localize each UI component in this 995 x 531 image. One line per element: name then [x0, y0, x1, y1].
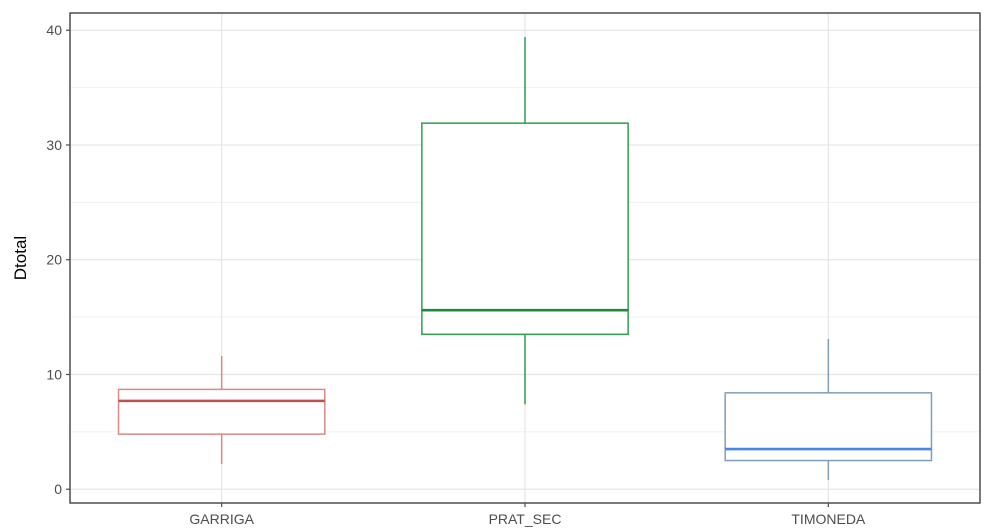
box-prat-sec: [421, 37, 629, 405]
box-garriga: [117, 356, 326, 464]
y-tick-label: 20: [46, 252, 62, 268]
y-tick-label: 40: [46, 22, 62, 38]
y-axis: 0 10 20 30 40: [46, 22, 70, 497]
y-axis-title: Dtotal: [11, 236, 30, 280]
y-tick-label: 30: [46, 137, 62, 153]
y-tick-label: 0: [54, 481, 62, 497]
iqr-box: [117, 388, 326, 435]
box-timoneda: [724, 338, 933, 481]
x-axis: GARRIGA PRAT_SEC TIMONEDA: [189, 503, 866, 527]
iqr-box: [724, 392, 933, 462]
y-tick-label: 10: [46, 366, 62, 382]
x-tick-label: PRAT_SEC: [489, 511, 562, 527]
x-tick-label: TIMONEDA: [791, 511, 866, 527]
box-layer: [117, 37, 933, 481]
x-tick-label: GARRIGA: [189, 511, 254, 527]
iqr-box: [421, 122, 629, 336]
